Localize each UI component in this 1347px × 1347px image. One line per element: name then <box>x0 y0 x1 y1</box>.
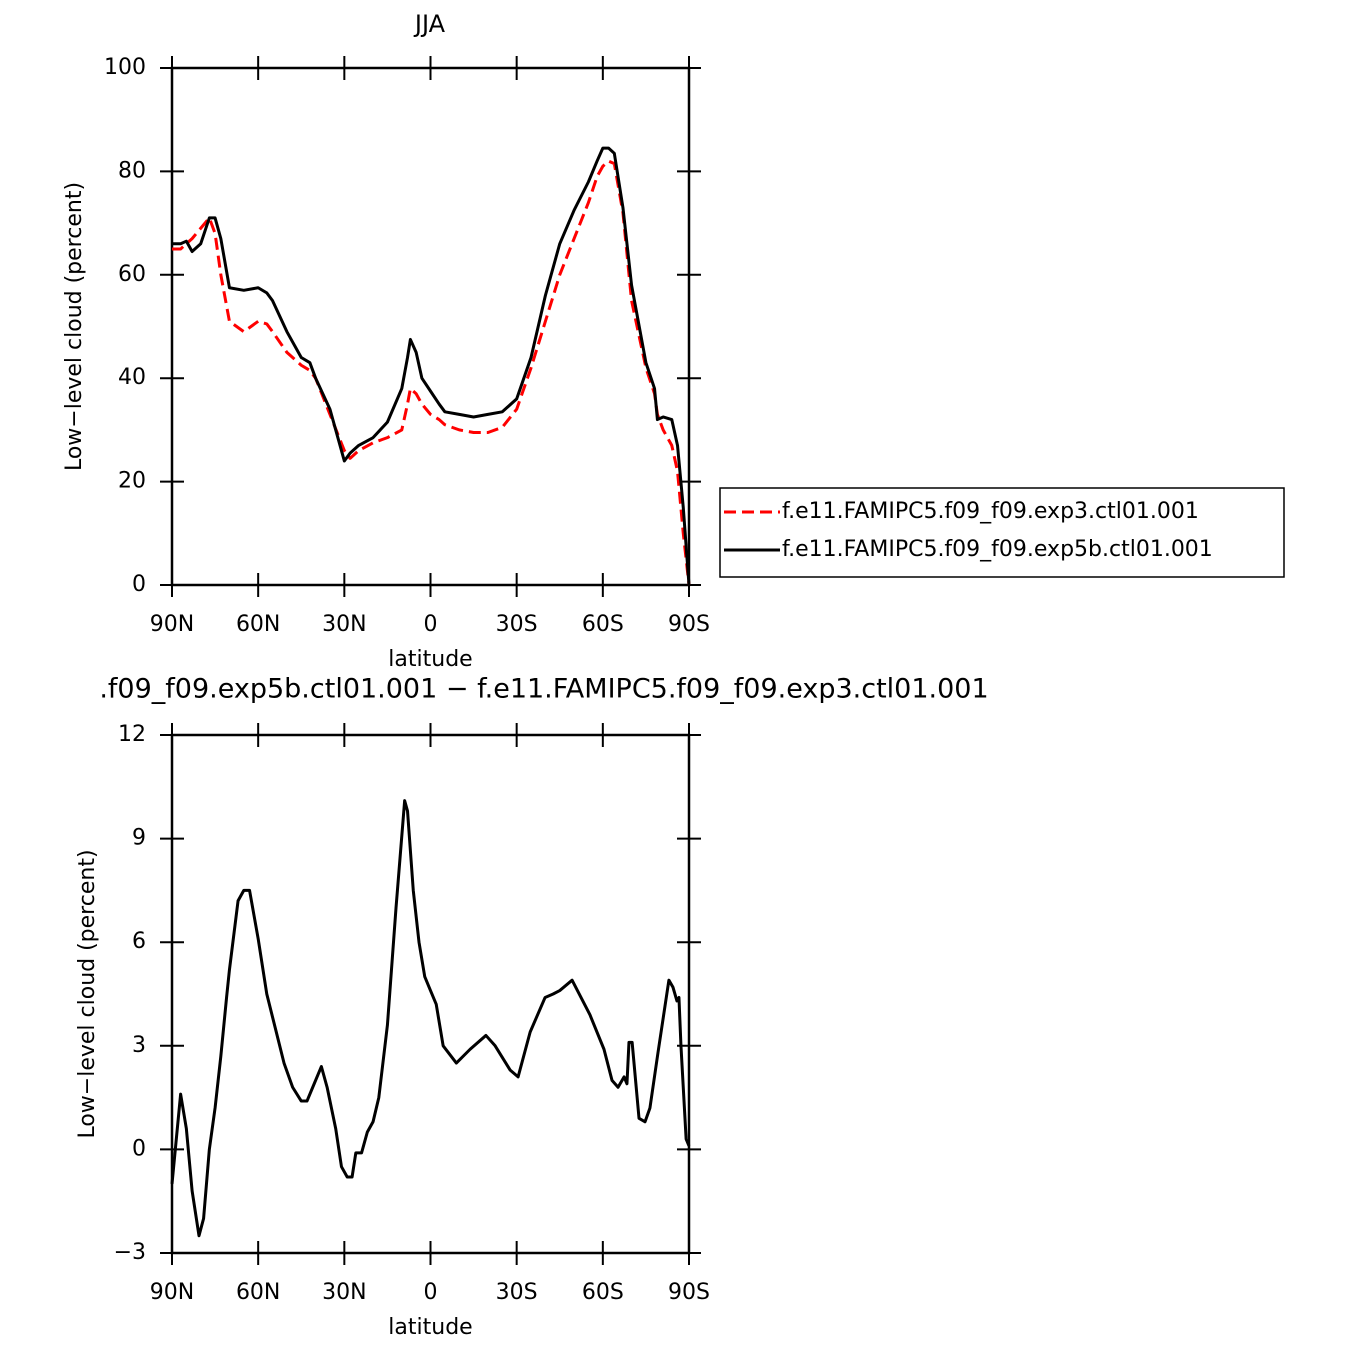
x-tick-label: 90S <box>668 612 710 637</box>
x-tick-label: 30N <box>322 612 366 637</box>
x-tick-label: 60S <box>582 612 624 637</box>
data-line <box>170 799 691 1238</box>
x-axis-label: latitude <box>388 647 472 672</box>
x-tick-label: 60N <box>236 612 280 637</box>
legend-label: f.e11.FAMIPC5.f09_f09.exp3.ctl01.001 <box>782 499 1199 524</box>
x-axis-label: latitude <box>388 1315 472 1340</box>
y-tick-label: 3 <box>132 1033 146 1058</box>
y-tick-label: 100 <box>104 55 146 80</box>
legend-box <box>719 487 1285 578</box>
y-axis-label: Low−level cloud (percent) <box>75 849 100 1138</box>
y-tick-label: 9 <box>132 826 146 851</box>
y-axis-label: Low−level cloud (percent) <box>62 182 87 471</box>
y-tick-label: 60 <box>118 262 146 287</box>
y-tick-label: 20 <box>118 469 146 494</box>
x-tick-label: 90N <box>150 612 194 637</box>
y-tick-label: −3 <box>114 1240 146 1265</box>
x-tick-label: 60N <box>236 1280 280 1305</box>
data-line <box>172 146 691 586</box>
x-tick-label: 90N <box>150 1280 194 1305</box>
chart-title: JJA <box>413 10 446 38</box>
y-tick-label: 0 <box>132 572 146 597</box>
x-tick-label: 30N <box>322 1280 366 1305</box>
y-tick-label: 40 <box>118 365 146 390</box>
x-tick-label: 30S <box>496 1280 538 1305</box>
x-tick-label: 60S <box>582 1280 624 1305</box>
chart-title: .f09_f09.exp5b.ctl01.001 − f.e11.FAMIPC5… <box>99 674 988 705</box>
y-tick-label: 80 <box>118 158 146 183</box>
y-tick-label: 0 <box>132 1136 146 1161</box>
data-line <box>172 159 691 586</box>
x-tick-label: 0 <box>424 1280 438 1305</box>
x-tick-label: 0 <box>424 612 438 637</box>
legend-label: f.e11.FAMIPC5.f09_f09.exp5b.ctl01.001 <box>782 537 1213 562</box>
x-tick-label: 90S <box>668 1280 710 1305</box>
y-tick-label: 6 <box>132 929 146 954</box>
x-tick-label: 30S <box>496 612 538 637</box>
y-tick-label: 12 <box>118 722 146 747</box>
